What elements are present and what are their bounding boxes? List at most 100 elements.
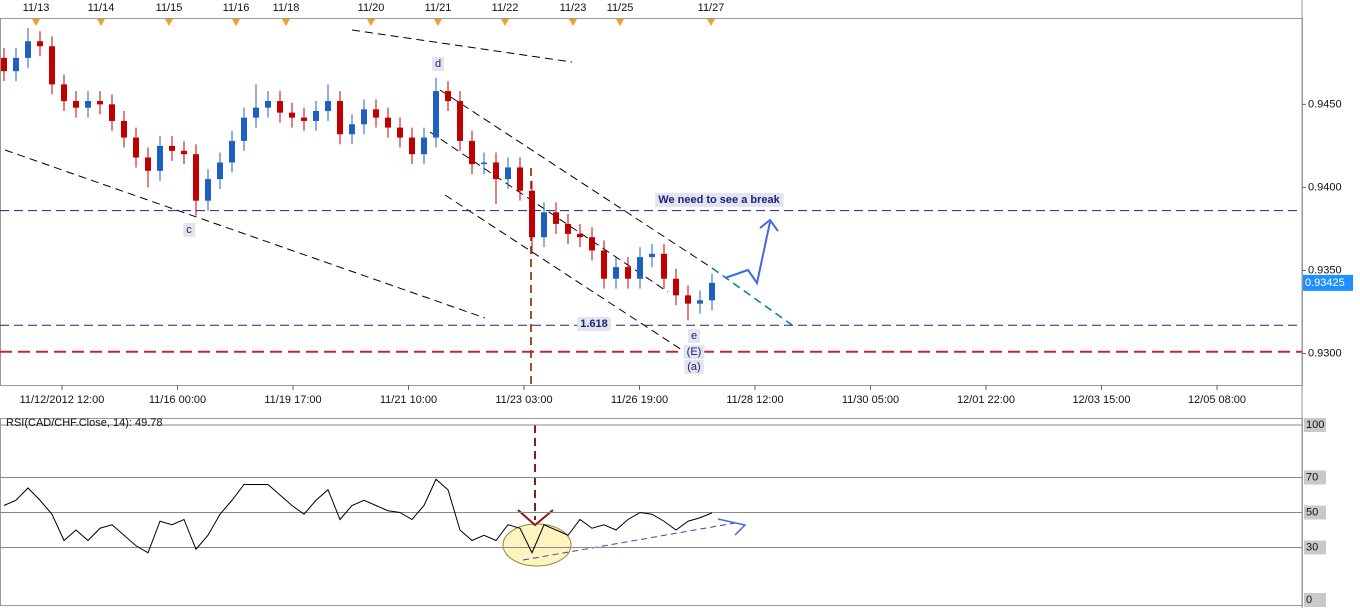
y-tick-label: 0.9400 bbox=[1308, 181, 1342, 193]
candle-body bbox=[661, 253, 667, 279]
annotation: e bbox=[687, 328, 701, 343]
annotation-bg bbox=[684, 359, 704, 374]
annotation-text: 1.618 bbox=[580, 318, 608, 330]
y-tick-bg bbox=[1304, 505, 1326, 520]
y-tick-label: 0.9450 bbox=[1308, 98, 1342, 110]
session-date: 11/14 bbox=[88, 2, 115, 14]
y-tick-label: 0.9300 bbox=[1308, 347, 1342, 359]
session-marker bbox=[232, 19, 240, 26]
annotation-bg bbox=[431, 56, 445, 71]
candle-body bbox=[253, 107, 259, 118]
candle-body bbox=[613, 267, 619, 279]
candle-body bbox=[697, 300, 703, 304]
x-tick-label: 12/03 15:00 bbox=[1072, 394, 1130, 406]
session-date: 11/15 bbox=[156, 2, 183, 14]
candle-body bbox=[169, 145, 175, 151]
candle-body bbox=[217, 162, 223, 180]
session-date: 11/22 bbox=[492, 2, 519, 14]
candle-body bbox=[289, 112, 295, 118]
annotation-text: d bbox=[435, 58, 441, 70]
y-tick-bg bbox=[1304, 540, 1326, 555]
annotation: 1.618 bbox=[577, 316, 611, 331]
session-date: 11/23 bbox=[560, 2, 587, 14]
annotation-text: (a) bbox=[687, 361, 700, 373]
x-tick-label: 11/28 12:00 bbox=[726, 394, 783, 406]
candle-body bbox=[421, 137, 427, 155]
candle-body bbox=[205, 179, 211, 201]
candle-body bbox=[685, 295, 691, 304]
candle-body bbox=[553, 212, 559, 224]
annotation-text: We need to see a break bbox=[658, 194, 780, 206]
session-marker bbox=[32, 19, 40, 26]
session-marker bbox=[282, 19, 290, 26]
trendline bbox=[444, 194, 686, 353]
session-date: 11/13 bbox=[23, 2, 50, 14]
candle-body bbox=[373, 109, 379, 118]
drawings bbox=[4, 29, 793, 567]
x-tick-label: 11/16 00:00 bbox=[149, 394, 206, 406]
candle-body bbox=[121, 120, 127, 138]
session-marker bbox=[367, 19, 375, 26]
candle-body bbox=[625, 267, 631, 279]
x-tick-label: 11/30 05:00 bbox=[842, 394, 899, 406]
x-tick-label: 11/12/2012 12:00 bbox=[20, 394, 105, 406]
session-marker bbox=[616, 19, 624, 26]
y-tick-bg bbox=[1304, 470, 1326, 485]
candle-body bbox=[277, 101, 283, 113]
trendline bbox=[4, 149, 486, 319]
candle-body bbox=[709, 282, 715, 301]
candle-body bbox=[157, 145, 163, 171]
candle-body bbox=[37, 41, 43, 47]
candle-body bbox=[13, 57, 19, 72]
y-tick-label: 100 bbox=[1306, 419, 1324, 431]
candle-body bbox=[145, 157, 151, 171]
annotation: (E) bbox=[683, 344, 705, 359]
trendline bbox=[351, 29, 573, 63]
trendline bbox=[522, 522, 736, 561]
y-tick-bg bbox=[1304, 593, 1326, 607]
x-tick-label: 11/21 10:00 bbox=[380, 394, 437, 406]
annotation-bg bbox=[683, 344, 705, 359]
candle-body bbox=[133, 137, 139, 158]
candle-body bbox=[589, 237, 595, 251]
candle-body bbox=[577, 233, 583, 238]
trendline bbox=[439, 89, 713, 269]
annotation-bg bbox=[183, 222, 196, 237]
candle-body bbox=[673, 278, 679, 296]
candle-body bbox=[529, 190, 535, 238]
candle-body bbox=[73, 101, 79, 108]
candle-body bbox=[265, 101, 271, 108]
candle-body bbox=[361, 109, 367, 125]
candle-body bbox=[181, 150, 187, 155]
annotation-text: (E) bbox=[687, 346, 702, 358]
candle-body bbox=[109, 104, 115, 121]
candle-body bbox=[337, 101, 343, 135]
y-tick-bg bbox=[1304, 418, 1326, 432]
candle-body bbox=[541, 212, 547, 238]
candle-body bbox=[313, 110, 319, 121]
annotation: (a) bbox=[684, 359, 704, 374]
candle-body bbox=[49, 46, 55, 85]
candle-body bbox=[1, 57, 7, 72]
candle-body bbox=[385, 117, 391, 128]
candle-body bbox=[469, 140, 475, 165]
candle-body bbox=[241, 117, 247, 141]
annotation-bg bbox=[687, 328, 701, 343]
annotation-bg bbox=[655, 192, 784, 207]
y-tick-label: 30 bbox=[1306, 541, 1318, 553]
candle-body bbox=[409, 137, 415, 155]
candle-body bbox=[349, 124, 355, 135]
x-tick-label: 11/26 19:00 bbox=[611, 394, 668, 406]
candle-body bbox=[433, 91, 439, 138]
candle-body bbox=[397, 127, 403, 138]
session-marker bbox=[569, 19, 577, 26]
session-marker bbox=[97, 19, 105, 26]
candle-body bbox=[445, 91, 451, 102]
candle-body bbox=[457, 101, 463, 141]
x-tick-label: 12/01 22:00 bbox=[957, 394, 1015, 406]
candle-body bbox=[637, 257, 643, 279]
arrow-head bbox=[759, 218, 779, 232]
